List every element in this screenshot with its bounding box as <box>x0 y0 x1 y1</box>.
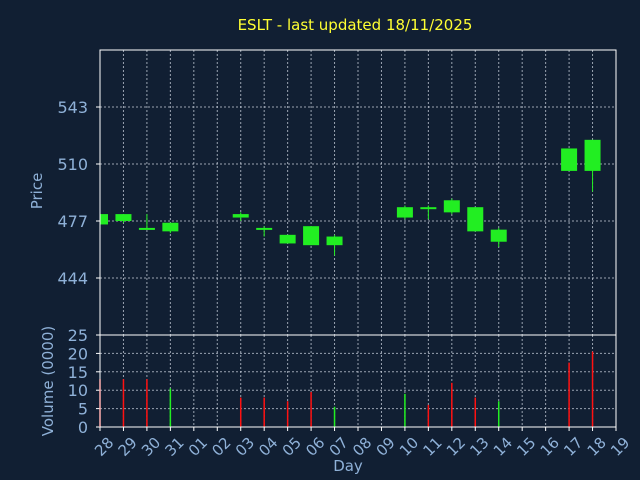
x-tick-label: 30 <box>138 434 164 460</box>
volume-grid <box>100 335 616 427</box>
volume-y-tick-label: 0 <box>78 418 88 437</box>
volume-bar <box>239 397 242 427</box>
candle-body <box>443 200 460 213</box>
chart-title: ESLT - last updated 18/11/2025 <box>238 16 473 34</box>
candle-body <box>162 222 179 232</box>
x-tick-label: 19 <box>607 434 633 460</box>
candle-body <box>232 214 249 218</box>
x-tick-label: 29 <box>115 434 141 460</box>
candle-body <box>138 227 155 230</box>
x-tick-label: 01 <box>185 434 211 460</box>
candle-body <box>303 226 320 246</box>
volume-plot-frame <box>99 334 617 428</box>
candle-body <box>326 236 343 246</box>
volume-y-tick-label: 15 <box>68 363 88 382</box>
volume-bar <box>310 392 312 427</box>
volume-y-tick-label: 25 <box>68 326 88 345</box>
candle-body <box>396 207 413 218</box>
price-plot-frame <box>99 49 617 336</box>
x-tick-label: 13 <box>466 434 492 460</box>
x-tick-label: 17 <box>560 434 586 460</box>
candle-body <box>100 214 108 225</box>
day-axis-label: Day <box>333 457 363 475</box>
x-tick-label: 11 <box>419 434 445 460</box>
candle-body <box>561 148 578 171</box>
candlesticks <box>99 139 601 256</box>
candle-body <box>584 139 601 171</box>
candle-body <box>490 229 507 242</box>
x-tick-label: 07 <box>326 434 352 460</box>
volume-bar <box>591 351 594 427</box>
price-y-ticks: 444 477 510 543 <box>57 98 100 288</box>
volume-bar <box>169 388 172 427</box>
x-tick-label: 03 <box>232 434 258 460</box>
x-tick-label: 12 <box>443 434 469 460</box>
x-tick-label: 04 <box>255 434 281 460</box>
candle-body <box>279 234 296 244</box>
x-tick-label: 14 <box>490 434 516 460</box>
x-tick-label: 08 <box>349 434 375 460</box>
x-tick-label: 02 <box>208 434 234 460</box>
volume-bar <box>497 401 500 427</box>
volume-axis-label: Volume (0000) <box>39 326 57 436</box>
volume-y-tick-label: 10 <box>68 381 88 400</box>
volume-bar <box>122 379 125 427</box>
volume-bar <box>263 397 265 427</box>
volume-y-tick-label: 5 <box>78 400 88 419</box>
x-tick-label: 05 <box>279 434 305 460</box>
x-tick-label: 31 <box>161 434 187 460</box>
volume-bar <box>333 406 336 427</box>
volume-bar <box>427 404 430 427</box>
x-tick-label: 10 <box>396 434 422 460</box>
price-y-tick-label: 444 <box>57 269 88 288</box>
price-y-tick-label: 477 <box>57 212 88 231</box>
volume-bar <box>568 362 570 427</box>
candle-body <box>420 207 437 210</box>
x-tick-label: 09 <box>373 434 399 460</box>
day-x-ticks: 2829303101020304050607080910111213141516… <box>91 427 633 460</box>
volume-y-tick-label: 20 <box>68 344 88 363</box>
volume-bar <box>146 379 148 427</box>
candle-body <box>467 207 484 232</box>
volume-bar <box>404 393 406 427</box>
volume-bar <box>474 397 477 427</box>
price-axis-label: Price <box>28 173 46 210</box>
x-tick-label: 18 <box>584 434 610 460</box>
volume-bar <box>451 382 453 427</box>
x-tick-label: 06 <box>302 434 328 460</box>
volume-bar <box>286 401 289 427</box>
price-grid <box>100 50 616 335</box>
x-tick-label: 15 <box>513 434 539 460</box>
x-tick-label: 28 <box>91 434 117 460</box>
candle-body <box>115 214 132 221</box>
volume-bars <box>99 351 594 427</box>
price-y-tick-label: 510 <box>57 155 88 174</box>
candle-body <box>256 227 273 230</box>
price-y-tick-label: 543 <box>57 98 88 117</box>
x-tick-label: 16 <box>537 434 563 460</box>
